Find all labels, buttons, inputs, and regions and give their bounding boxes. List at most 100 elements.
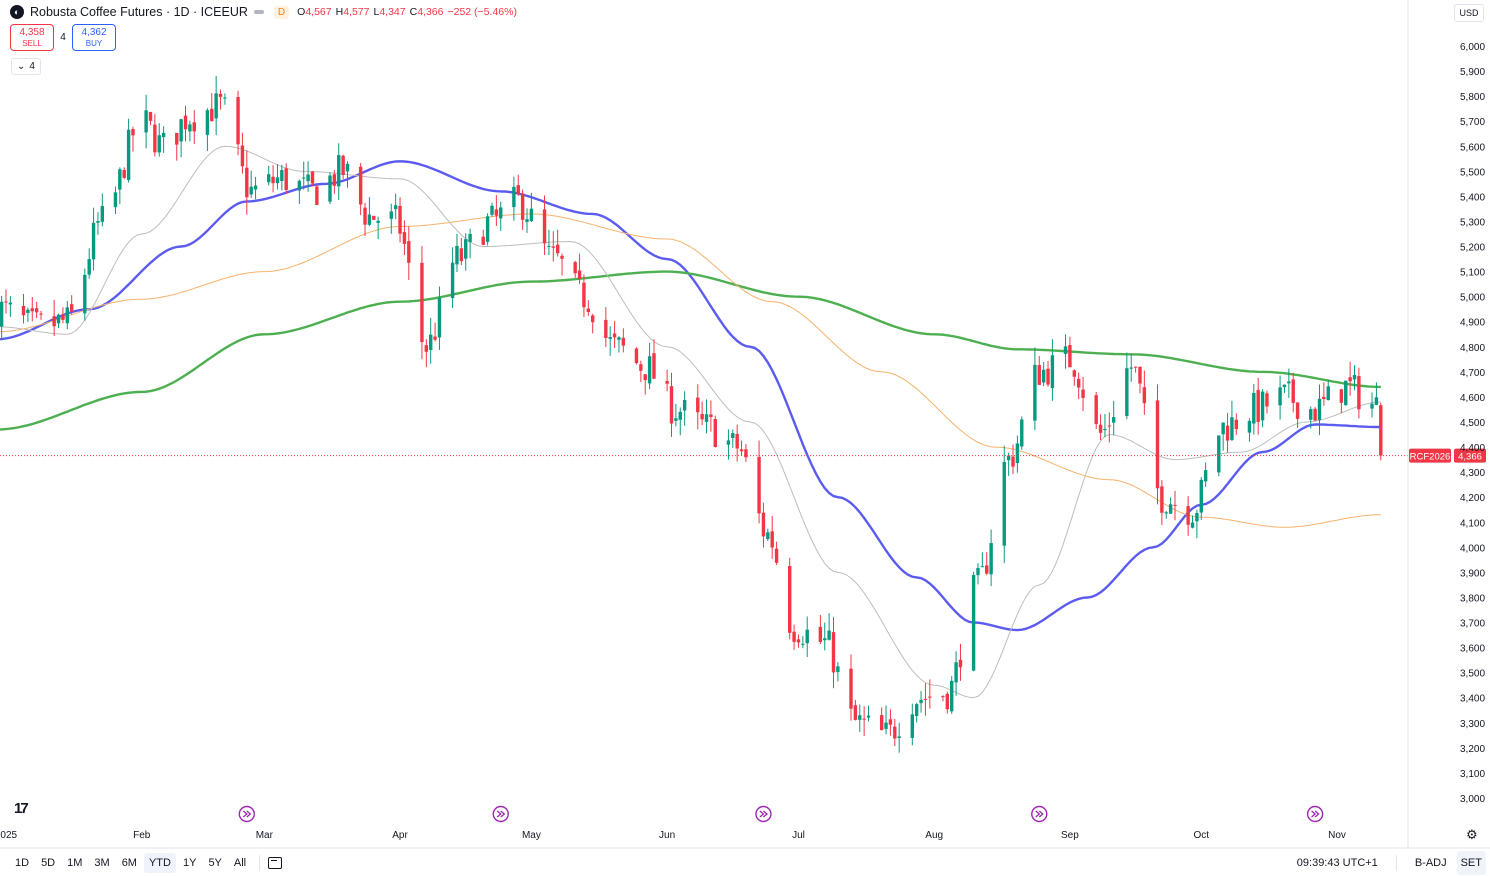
period-ytd-button[interactable]: YTD	[143, 852, 176, 873]
event-marker-icon[interactable]	[1031, 805, 1048, 823]
candle	[56, 313, 61, 329]
session-button[interactable]: SET	[1456, 850, 1486, 875]
price-tick-label: 5,100	[1460, 268, 1485, 279]
candle	[1287, 368, 1291, 398]
candle	[713, 415, 717, 448]
candle	[761, 502, 766, 548]
period-6m-button[interactable]: 6M	[121, 856, 137, 869]
divider	[1395, 854, 1397, 871]
candle	[1313, 407, 1317, 421]
candle	[512, 176, 516, 221]
buy-button[interactable]: 4,362 BUY	[72, 24, 116, 51]
candle	[21, 293, 26, 324]
candle	[1370, 392, 1374, 418]
candle	[249, 170, 253, 198]
event-marker-icon[interactable]	[1306, 805, 1324, 823]
time-tick-label: Oct	[1193, 830, 1209, 841]
candle	[4, 289, 8, 314]
axis-layer: 3,000 3,100 3,200 3,300 3,400 3,500 3,600 3,700…	[0, 0, 1490, 849]
candle	[1348, 361, 1352, 396]
time-tick-label: 2025	[0, 830, 18, 841]
candle	[345, 161, 350, 188]
price-tick-label: 3,400	[1460, 694, 1485, 705]
sell-button[interactable]: 4,358 SELL	[10, 24, 54, 51]
candle	[1129, 354, 1133, 382]
period-5y-button[interactable]: 5Y	[208, 856, 222, 869]
delayed-badge[interactable]: D	[273, 5, 290, 19]
candle	[1256, 377, 1260, 435]
symbol-title[interactable]: Robusta Coffee Futures · 1D · ICEEUR	[30, 5, 248, 19]
calendar-icon[interactable]	[268, 856, 283, 869]
clock-time[interactable]: 09:39:43 UTC+1	[1296, 856, 1378, 869]
candle	[490, 202, 494, 217]
candle	[976, 563, 980, 585]
tradingview-logo-icon[interactable]: 17	[14, 800, 29, 817]
candle	[1173, 490, 1177, 521]
candle	[1011, 444, 1015, 475]
candle	[1326, 379, 1330, 401]
ticker-tag-label: RCF2026	[1410, 452, 1451, 463]
candle	[464, 233, 468, 271]
period-all-button[interactable]: All	[233, 856, 247, 869]
price-tick-label: 3,500	[1460, 669, 1485, 680]
period-5d-button[interactable]: 5D	[41, 856, 56, 869]
candle	[858, 704, 862, 732]
candle	[205, 108, 210, 151]
indicators-toggle-button[interactable]: ⌄ 4	[11, 58, 41, 75]
gear-icon[interactable]: ⚙	[1466, 827, 1478, 842]
price-tick-label: 4,800	[1460, 343, 1485, 354]
time-tick-label: Mar	[256, 830, 274, 841]
price-tick-label: 3,200	[1460, 744, 1485, 755]
ticker-tag	[1409, 448, 1451, 463]
price-tick-label: 3,800	[1460, 593, 1485, 604]
event-marker-icon[interactable]	[755, 805, 772, 823]
candle	[39, 310, 43, 320]
event-marker-icon[interactable]	[238, 805, 256, 823]
candle	[485, 213, 490, 246]
candle	[674, 403, 678, 427]
event-marker-icon[interactable]	[492, 805, 509, 823]
candle	[1195, 509, 1199, 539]
candle	[1379, 402, 1383, 461]
candle	[547, 229, 551, 256]
period-1d-button[interactable]: 1D	[15, 856, 30, 869]
candle	[372, 215, 376, 220]
candle	[665, 369, 669, 392]
candle	[1374, 382, 1379, 406]
overlay-layer: RCF2026 4,366	[0, 448, 1486, 823]
candle	[499, 201, 503, 231]
candle	[735, 424, 739, 462]
candle	[766, 528, 770, 542]
candle	[30, 296, 34, 322]
period-1m-button[interactable]: 1M	[67, 856, 83, 869]
candle	[1076, 372, 1081, 400]
currency-button[interactable]: USD	[1454, 4, 1484, 22]
candle	[950, 676, 954, 714]
period-3m-button[interactable]: 3M	[94, 856, 110, 869]
candle	[91, 207, 96, 271]
candle	[1168, 497, 1173, 514]
candle	[389, 203, 393, 234]
price-tick-label: 3,000	[1460, 794, 1485, 805]
price-tick-label: 5,800	[1460, 92, 1485, 103]
period-selector: 1D 5D 1M 3M 6M YTD 1Y 5Y All	[8, 852, 251, 873]
candle	[634, 347, 639, 365]
candle	[604, 307, 608, 347]
candle	[153, 113, 157, 157]
candle	[8, 296, 13, 317]
candle	[113, 186, 118, 215]
symbol-legend: ◐ Robusta Coffee Futures · 1D · ICEEUR D…	[10, 5, 517, 19]
candle	[459, 237, 464, 266]
candle	[271, 165, 275, 193]
candle	[928, 679, 932, 709]
price-tag	[1454, 448, 1486, 463]
period-1y-button[interactable]: 1Y	[182, 856, 197, 869]
price-tick-label: 5,300	[1460, 217, 1485, 228]
candle	[398, 197, 402, 243]
price-tick-label: 3,300	[1460, 719, 1485, 730]
candle	[122, 167, 126, 180]
adjust-button[interactable]: B-ADJ	[1414, 856, 1447, 869]
candle	[52, 299, 56, 336]
candle	[1282, 384, 1287, 394]
